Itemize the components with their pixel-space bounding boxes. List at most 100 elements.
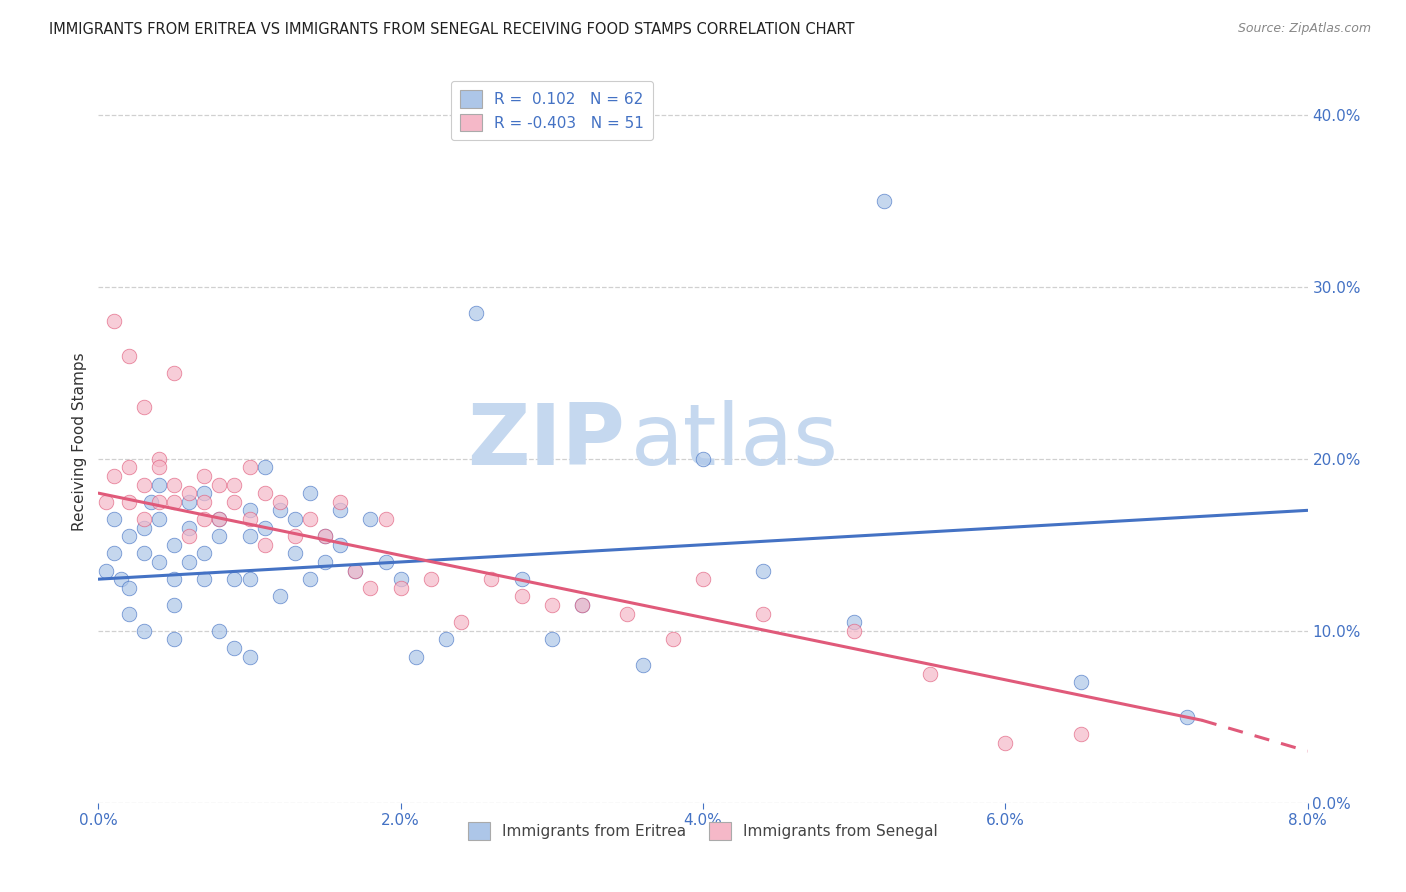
- Point: [844, 624, 866, 638]
- Point: [148, 512, 170, 526]
- Y-axis label: Receiving Food Stamps: Receiving Food Stamps: [72, 352, 87, 531]
- Point: [179, 555, 201, 569]
- Point: [616, 607, 638, 621]
- Point: [374, 555, 396, 569]
- Point: [110, 572, 132, 586]
- Point: [434, 632, 457, 647]
- Point: [253, 460, 276, 475]
- Point: [314, 529, 336, 543]
- Point: [208, 624, 231, 638]
- Point: [510, 572, 533, 586]
- Point: [752, 564, 775, 578]
- Point: [873, 194, 896, 208]
- Point: [118, 460, 141, 475]
- Point: [405, 649, 427, 664]
- Point: [148, 555, 170, 569]
- Point: [132, 624, 155, 638]
- Text: ZIP: ZIP: [467, 400, 624, 483]
- Point: [179, 486, 201, 500]
- Point: [193, 469, 215, 483]
- Text: Source: ZipAtlas.com: Source: ZipAtlas.com: [1237, 22, 1371, 36]
- Text: IMMIGRANTS FROM ERITREA VS IMMIGRANTS FROM SENEGAL RECEIVING FOOD STAMPS CORRELA: IMMIGRANTS FROM ERITREA VS IMMIGRANTS FR…: [49, 22, 855, 37]
- Point: [103, 469, 125, 483]
- Point: [692, 572, 714, 586]
- Text: atlas: atlas: [630, 400, 838, 483]
- Point: [163, 366, 186, 380]
- Point: [239, 503, 262, 517]
- Point: [389, 572, 412, 586]
- Point: [239, 512, 262, 526]
- Point: [299, 486, 322, 500]
- Point: [179, 529, 201, 543]
- Point: [299, 572, 322, 586]
- Point: [163, 598, 186, 612]
- Point: [284, 546, 307, 560]
- Point: [329, 494, 352, 508]
- Point: [163, 538, 186, 552]
- Point: [118, 581, 141, 595]
- Point: [163, 477, 186, 491]
- Point: [118, 607, 141, 621]
- Point: [132, 512, 155, 526]
- Point: [103, 314, 125, 328]
- Point: [132, 477, 155, 491]
- Point: [148, 451, 170, 466]
- Point: [208, 477, 231, 491]
- Point: [193, 486, 215, 500]
- Point: [253, 520, 276, 534]
- Point: [299, 512, 322, 526]
- Point: [148, 460, 170, 475]
- Point: [208, 529, 231, 543]
- Point: [224, 477, 246, 491]
- Point: [193, 572, 215, 586]
- Point: [540, 598, 562, 612]
- Point: [103, 512, 125, 526]
- Point: [1070, 727, 1092, 741]
- Point: [344, 564, 367, 578]
- Point: [132, 520, 155, 534]
- Point: [179, 494, 201, 508]
- Point: [450, 615, 472, 630]
- Point: [118, 494, 141, 508]
- Point: [420, 572, 443, 586]
- Point: [918, 666, 941, 681]
- Point: [631, 658, 654, 673]
- Point: [141, 494, 163, 508]
- Point: [692, 451, 714, 466]
- Point: [94, 494, 117, 508]
- Point: [193, 494, 215, 508]
- Point: [389, 581, 412, 595]
- Point: [253, 486, 276, 500]
- Point: [344, 564, 367, 578]
- Point: [844, 615, 866, 630]
- Point: [994, 735, 1017, 749]
- Point: [661, 632, 683, 647]
- Point: [239, 460, 262, 475]
- Point: [481, 572, 503, 586]
- Point: [752, 607, 775, 621]
- Point: [360, 512, 382, 526]
- Point: [148, 477, 170, 491]
- Point: [224, 640, 246, 655]
- Point: [465, 305, 488, 319]
- Point: [253, 538, 276, 552]
- Point: [284, 512, 307, 526]
- Point: [540, 632, 562, 647]
- Point: [239, 649, 262, 664]
- Point: [571, 598, 593, 612]
- Point: [132, 400, 155, 414]
- Point: [1070, 675, 1092, 690]
- Point: [269, 590, 291, 604]
- Point: [284, 529, 307, 543]
- Point: [269, 503, 291, 517]
- Point: [314, 529, 336, 543]
- Point: [163, 632, 186, 647]
- Legend: Immigrants from Eritrea, Immigrants from Senegal: Immigrants from Eritrea, Immigrants from…: [463, 816, 943, 846]
- Point: [224, 494, 246, 508]
- Point: [208, 512, 231, 526]
- Point: [224, 572, 246, 586]
- Point: [329, 503, 352, 517]
- Point: [94, 564, 117, 578]
- Point: [269, 494, 291, 508]
- Point: [374, 512, 396, 526]
